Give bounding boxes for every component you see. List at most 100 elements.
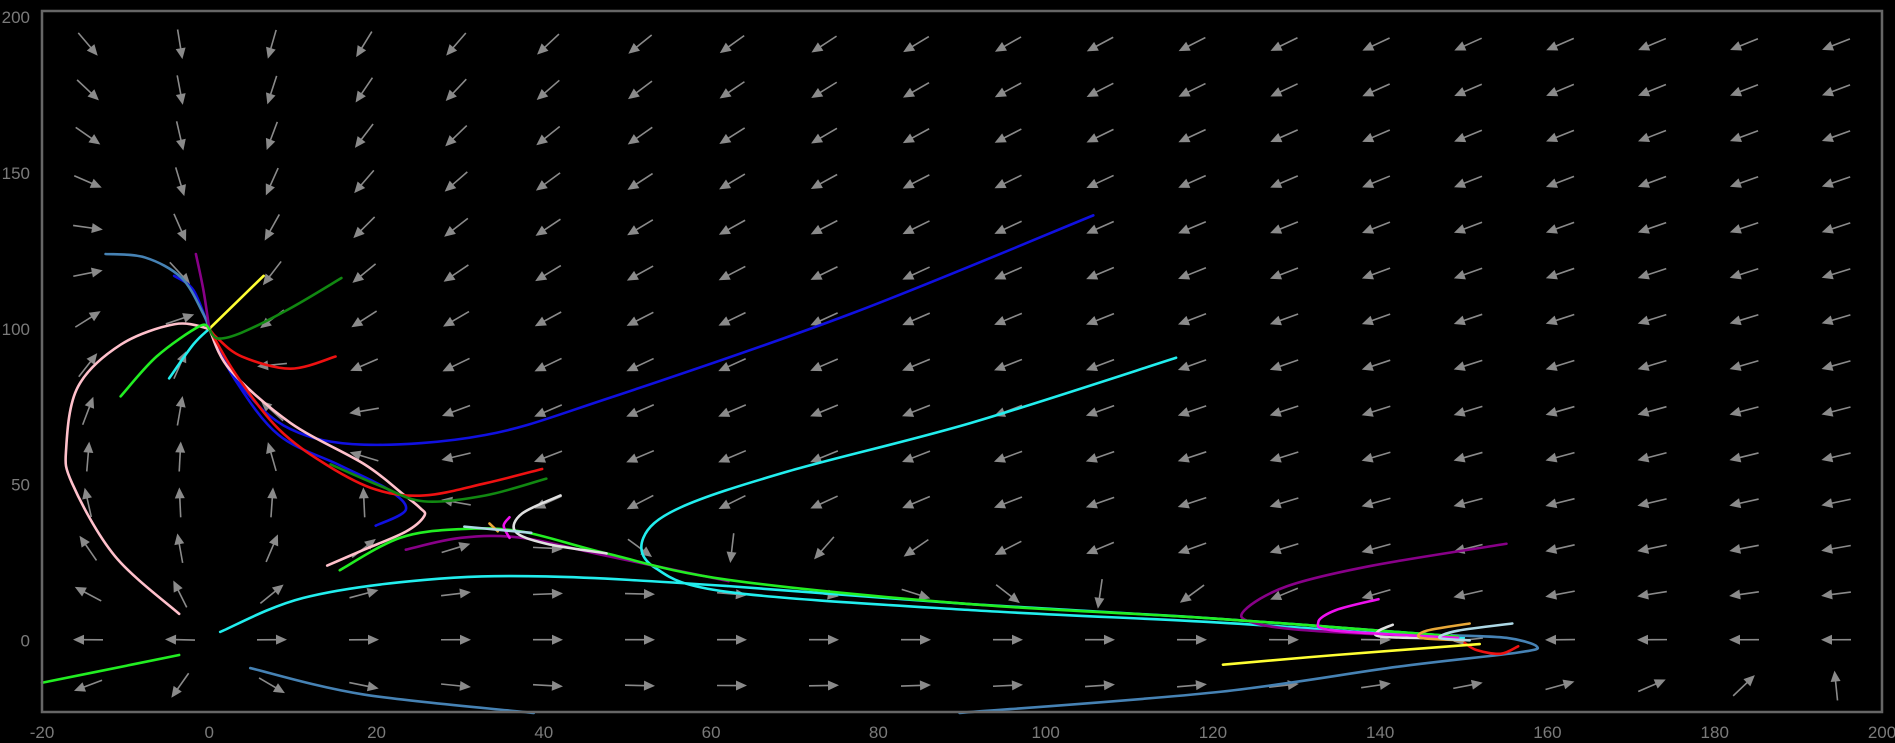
trajectory-line — [329, 463, 548, 504]
vector-arrow — [535, 264, 562, 282]
vector-arrow — [1084, 634, 1115, 645]
vector-arrow — [1545, 175, 1575, 188]
vector-arrow — [719, 34, 745, 54]
x-tick-label: 80 — [869, 723, 888, 742]
vector-arrow — [994, 266, 1023, 280]
vector-arrow — [1361, 267, 1391, 280]
vector-arrow — [265, 534, 279, 563]
vector-arrow — [1822, 38, 1851, 51]
vector-arrow — [1729, 452, 1759, 463]
trajectory-line — [207, 274, 265, 331]
vector-arrow — [1269, 359, 1299, 371]
vector-arrow — [992, 680, 1023, 691]
vector-arrow — [1086, 266, 1115, 280]
vector-arrow — [79, 535, 98, 561]
vector-arrow — [903, 538, 929, 557]
vector-arrow — [354, 123, 374, 148]
x-tick-label: 200 — [1868, 723, 1895, 742]
vector-arrow — [718, 494, 746, 509]
vector-arrow — [902, 358, 931, 372]
vector-arrow — [1545, 634, 1576, 645]
vector-arrow — [73, 634, 104, 645]
vector-arrow — [627, 126, 653, 145]
vector-arrow — [534, 311, 562, 327]
vector-arrow — [1821, 634, 1852, 645]
x-tick-label: 60 — [702, 723, 721, 742]
x-tick-label: 140 — [1366, 723, 1394, 742]
vector-arrow — [1729, 498, 1759, 509]
vector-arrow — [266, 442, 277, 472]
vector-arrow — [173, 213, 187, 242]
vector-arrow — [1268, 634, 1299, 645]
vector-arrow — [1269, 542, 1299, 555]
vector-arrow — [1269, 267, 1299, 280]
vector-arrow — [1545, 589, 1575, 600]
vector-arrow — [174, 487, 185, 518]
vector-arrow — [1453, 589, 1483, 600]
vector-arrow — [266, 29, 277, 59]
x-tick-label: 100 — [1031, 723, 1059, 742]
trajectory-line — [502, 515, 511, 540]
vector-arrow — [535, 218, 561, 236]
vector-arrow — [266, 75, 278, 105]
vector-arrow — [810, 266, 838, 280]
vector-arrow — [1730, 83, 1759, 97]
vector-arrow — [1730, 37, 1759, 51]
vector-arrow — [1638, 37, 1667, 51]
y-axis-ticks: 0 50 100 150 200 — [2, 8, 30, 650]
y-tick-label: 200 — [2, 8, 30, 27]
vector-arrow — [1637, 498, 1667, 509]
vector-arrow — [900, 634, 931, 645]
vector-arrow — [175, 395, 186, 426]
vector-arrow — [1270, 37, 1298, 51]
vector-arrow — [174, 167, 186, 197]
vector-arrow — [718, 265, 746, 281]
vector-arrow — [1637, 452, 1667, 463]
vector-arrow — [171, 672, 190, 698]
vector-arrow — [624, 634, 655, 645]
vector-arrow — [719, 173, 746, 190]
vector-arrow — [1821, 406, 1851, 417]
vector-arrow — [446, 32, 467, 56]
x-tick-label: 120 — [1199, 723, 1227, 742]
vector-arrow — [1269, 313, 1299, 326]
vector-arrow — [1729, 313, 1759, 326]
vector-arrow — [1821, 268, 1851, 280]
vector-arrow — [1361, 543, 1391, 555]
vector-arrow — [810, 219, 838, 235]
vector-arrow — [903, 35, 930, 53]
vector-arrow — [626, 357, 654, 372]
vector-arrow — [537, 33, 560, 55]
vector-arrow — [902, 312, 931, 326]
vector-arrow — [1637, 544, 1667, 554]
vector-arrow — [1729, 634, 1760, 645]
trajectory-line — [64, 322, 211, 616]
vector-arrow — [1729, 129, 1759, 143]
vector-arrow — [1821, 452, 1851, 463]
vector-arrow — [440, 680, 471, 691]
vector-arrow — [718, 404, 747, 417]
vector-arrow — [350, 358, 379, 372]
vector-arrow — [77, 32, 98, 56]
vector-arrow — [626, 404, 655, 417]
vector-arrow — [811, 35, 837, 53]
vector-arrow — [810, 450, 839, 463]
vector-arrow — [1453, 359, 1483, 371]
trajectory-line — [207, 327, 544, 498]
x-tick-label: 40 — [534, 723, 553, 742]
vector-arrow — [1732, 675, 1755, 697]
vector-arrow — [1637, 129, 1667, 143]
vector-arrow — [444, 217, 469, 237]
vector-arrow — [353, 216, 376, 239]
vector-arrow — [1545, 221, 1575, 234]
vector-arrow — [902, 128, 930, 144]
vector-arrow — [1361, 359, 1391, 371]
vector-arrow — [1545, 497, 1575, 509]
vector-arrow — [1545, 544, 1575, 554]
vector-arrow — [994, 82, 1022, 98]
vector-arrow — [1362, 175, 1391, 188]
vector-arrow — [445, 124, 468, 147]
vector-arrow — [1546, 129, 1575, 143]
vector-arrow — [627, 219, 654, 236]
